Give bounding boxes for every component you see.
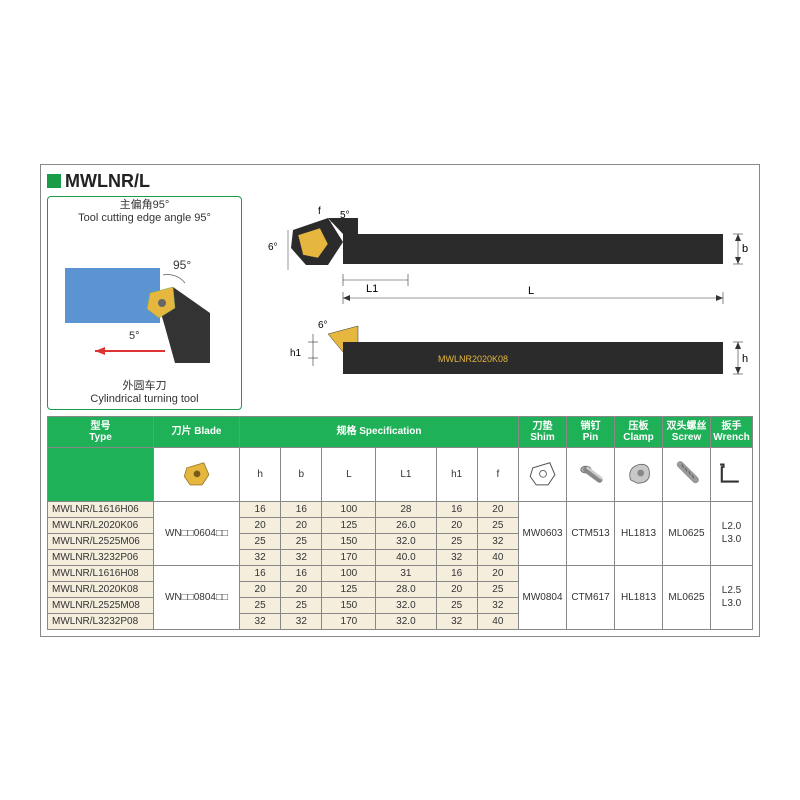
- title-row: MWLNR/L: [47, 171, 753, 192]
- dim-h: h: [742, 353, 748, 365]
- clamp-image-cell: [615, 447, 663, 501]
- table-row: MWLNR/L1616H06 WN□□0604□□ 1616100281620 …: [48, 501, 753, 517]
- tool-illustration-svg: 95° 5°: [55, 233, 235, 373]
- th-blade: 刀片 Blade: [154, 416, 240, 447]
- th-wrench: 扳手Wrench: [711, 416, 753, 447]
- diagram-area: 主偏角95° Tool cutting edge angle 95° 95° 5…: [47, 196, 753, 410]
- dim-6deg-top: 6°: [268, 242, 278, 253]
- col-L1: L1: [376, 447, 436, 501]
- angle-95-text: 95°: [173, 258, 191, 272]
- image-row: h b L L1 h1 f: [48, 447, 753, 501]
- blade-code-2: WN□□0804□□: [154, 565, 240, 629]
- col-L: L: [322, 447, 376, 501]
- wrench-g1: L2.0L3.0: [711, 501, 753, 565]
- th-pin: 销钉Pin: [567, 416, 615, 447]
- dim-h1: h1: [290, 348, 302, 359]
- product-title: MWLNR/L: [65, 171, 150, 192]
- wrench-icon: [715, 456, 749, 490]
- dim-f: f: [318, 206, 321, 217]
- part-label: MWLNR2020K08: [438, 354, 508, 364]
- title-square-icon: [47, 174, 61, 188]
- angle-label: 主偏角95° Tool cutting edge angle 95°: [48, 197, 241, 227]
- table-row: MWLNR/L1616H08 WN□□0804□□ 1616100311620 …: [48, 565, 753, 581]
- tool-type-label: 外圆车刀 Cylindrical turning tool: [48, 378, 241, 408]
- col-b: b: [281, 447, 322, 501]
- screw-icon: [670, 456, 704, 490]
- wrench-image-cell: [711, 447, 753, 501]
- th-screw: 双头螺丝Screw: [663, 416, 711, 447]
- dim-L1: L1: [366, 283, 378, 295]
- blade-image-cell: [154, 447, 240, 501]
- col-h: h: [240, 447, 281, 501]
- top-view-svg: 5° 6° L1 L: [258, 200, 748, 310]
- wrench-g2: L2.5L3.0: [711, 565, 753, 629]
- spec-table: 型号Type 刀片 Blade 规格 Specification 刀垫Shim …: [47, 416, 753, 630]
- blade-insert-icon: [180, 456, 214, 490]
- header-row: 型号Type 刀片 Blade 规格 Specification 刀垫Shim …: [48, 416, 753, 447]
- shim-icon: [526, 456, 560, 490]
- dim-6deg-side: 6°: [318, 320, 328, 331]
- tool-illustration-box: 主偏角95° Tool cutting edge angle 95° 95° 5…: [47, 196, 242, 410]
- th-shim: 刀垫Shim: [519, 416, 567, 447]
- technical-drawings: 5° 6° L1 L: [252, 196, 753, 410]
- col-h1: h1: [436, 447, 477, 501]
- screw-image-cell: [663, 447, 711, 501]
- side-view-svg: 6° MWLNR2020K08 h1 h: [258, 316, 748, 406]
- angle-en: Tool cutting edge angle 95°: [78, 212, 211, 224]
- dim-L: L: [528, 285, 534, 297]
- angle-5-text: 5°: [129, 330, 140, 342]
- spec-sheet: MWLNR/L 主偏角95° Tool cutting edge angle 9…: [40, 164, 760, 637]
- th-type: 型号Type: [48, 416, 154, 447]
- th-spec: 规格 Specification: [240, 416, 519, 447]
- angle-cn: 主偏角95°: [120, 199, 170, 211]
- pin-image-cell: [567, 447, 615, 501]
- blade-code-1: WN□□0604□□: [154, 501, 240, 565]
- bottom-en: Cylindrical turning tool: [90, 393, 198, 405]
- pin-icon: [574, 456, 608, 490]
- clamp-icon: [622, 456, 656, 490]
- bottom-cn: 外圆车刀: [123, 380, 167, 392]
- shim-image-cell: [519, 447, 567, 501]
- dim-b: b: [742, 243, 748, 255]
- th-clamp: 压板Clamp: [615, 416, 663, 447]
- col-f: f: [477, 447, 518, 501]
